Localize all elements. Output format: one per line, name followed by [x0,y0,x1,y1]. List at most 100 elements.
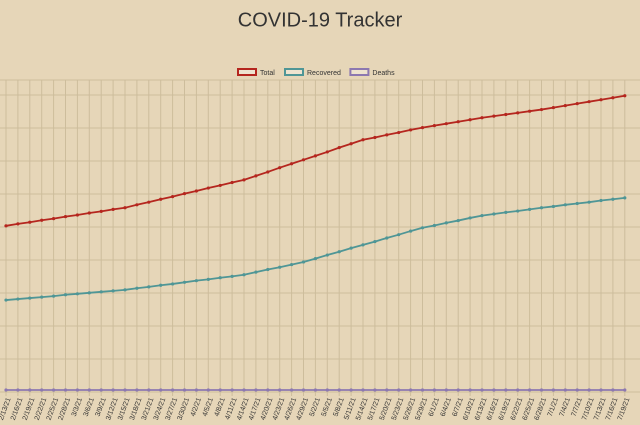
data-point [575,388,579,392]
legend-swatch [237,68,257,76]
data-point [480,214,484,218]
data-point [516,388,520,392]
data-point [182,192,187,196]
data-point [611,96,615,100]
data-point [397,388,401,392]
data-point [16,297,20,301]
data-point [52,388,56,392]
data-point [420,388,425,392]
data-point [147,285,151,289]
data-point [242,178,246,182]
data-point [135,203,139,207]
data-point [159,388,163,392]
data-point [373,135,377,140]
data-point [516,111,520,115]
data-point [349,388,353,392]
data-point [337,146,341,150]
data-point [278,388,282,392]
data-point [623,94,627,98]
data-point [313,388,317,392]
data-point [551,105,556,110]
data-point [420,126,425,130]
data-point [528,207,532,211]
data-point [230,274,234,278]
data-point [551,204,556,209]
legend-label: Recovered [307,70,341,77]
data-point [313,257,317,261]
data-point [266,170,270,174]
data-point [599,98,603,102]
data-point [432,124,436,128]
data-point [456,388,460,392]
data-point [16,222,20,226]
data-point [171,194,175,199]
data-point [52,216,56,221]
data-point [63,215,68,219]
data-point [87,291,91,295]
data-point [409,388,413,392]
data-point [4,298,8,302]
data-point [444,388,448,392]
data-point [278,166,282,170]
data-point [528,388,532,392]
data-point [539,388,544,392]
data-point [111,207,115,211]
data-point [504,210,508,214]
data-point [218,183,222,188]
data-point [385,133,389,137]
data-point [123,206,127,210]
legend-swatch [349,68,370,76]
data-point [563,388,567,392]
data-point [254,270,258,274]
data-point [611,197,615,201]
data-point [4,224,8,228]
data-point [194,388,198,392]
data-point [563,203,567,207]
data-point [182,280,187,284]
data-point [159,197,163,201]
data-point [301,260,306,264]
data-point [361,388,365,392]
legend-swatch [284,68,304,76]
data-point [4,388,8,392]
data-point [432,223,436,228]
data-point [28,388,32,392]
data-point [290,388,294,392]
data-point [242,388,246,392]
data-point [361,243,365,247]
data-point [75,213,79,217]
data-point [290,262,294,267]
data-point [325,253,329,257]
data-point [301,388,306,392]
data-point [16,388,20,392]
legend-label: Deaths [372,70,395,77]
data-point [290,162,294,166]
data-point [40,295,44,299]
data-point [40,218,44,222]
data-point [575,102,579,106]
data-point [504,112,508,117]
data-point [147,388,151,392]
data-point [456,120,460,124]
data-point [361,138,365,142]
data-point [63,388,68,392]
data-point [123,288,127,292]
data-point [468,216,472,220]
data-point [456,218,460,223]
data-point [587,200,591,204]
data-point [385,236,389,240]
data-point [337,250,341,254]
legend: Total Recovered Deaths [237,68,395,77]
data-point [599,198,603,203]
data-point [206,277,210,281]
data-point [135,388,139,392]
data-point [444,122,448,126]
data-point [575,201,579,206]
chart-title: COVID-19 Tracker [238,9,403,31]
data-point [75,388,79,392]
plot [4,94,627,392]
data-point [409,128,413,132]
data-point [182,388,187,392]
